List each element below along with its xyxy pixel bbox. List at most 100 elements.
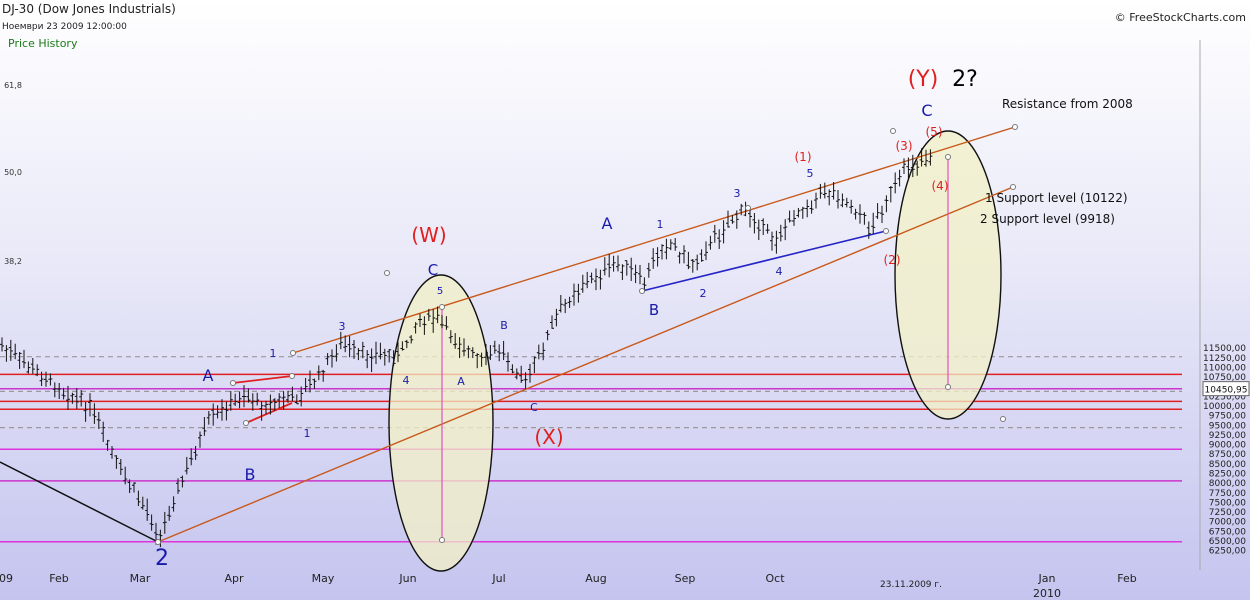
y-tick-label: 9250,00 — [1209, 431, 1246, 441]
fib-label: 61,8 — [4, 81, 22, 90]
red-trend-line — [232, 375, 293, 384]
annotation-label: 5 — [437, 286, 443, 297]
y-tick-label: 8750,00 — [1209, 450, 1246, 460]
y-tick-label: 11250,00 — [1203, 354, 1246, 364]
cursor-date-label: 23.11.2009 г. — [880, 580, 942, 590]
handle-dot — [230, 380, 236, 386]
annotation-label: B — [245, 465, 256, 484]
handle-dot — [890, 128, 896, 134]
annotation-label: B — [649, 301, 659, 319]
y-tick-label: 8500,00 — [1209, 460, 1246, 470]
x-tick-label: Jun — [398, 572, 416, 585]
annotation-label: 4 — [403, 374, 410, 387]
x-year-label: 2010 — [1033, 587, 1061, 600]
handle-dot — [745, 205, 751, 211]
price-history-label[interactable]: Price History — [8, 37, 78, 50]
x-tick-label: Mar — [130, 572, 151, 585]
y-tick-label: 6500,00 — [1209, 537, 1246, 547]
handle-dot — [155, 539, 161, 545]
annotation-label: 2 — [700, 287, 707, 300]
handle-dot — [243, 420, 249, 426]
x-tick-label: 09 — [0, 572, 13, 585]
handle-dot — [639, 288, 645, 294]
x-tick-label: Aug — [585, 572, 606, 585]
handle-dot — [439, 304, 445, 310]
annotation-label: 4 — [776, 265, 783, 278]
y-tick-label: 11000,00 — [1203, 363, 1246, 373]
annotation-label: (5) — [926, 125, 943, 139]
chart-datetime: Ноември 23 2009 12:00:00 — [2, 22, 127, 32]
annotation-label: 1 — [270, 347, 277, 360]
x-tick-label: May — [312, 572, 335, 585]
y-tick-label: 9000,00 — [1209, 441, 1246, 451]
y-tick-label: 7000,00 — [1209, 518, 1246, 528]
annotation-label: C — [428, 261, 438, 279]
y-tick-label: 6250,00 — [1209, 547, 1246, 557]
fib-label: 38,2 — [4, 257, 22, 266]
handle-dot — [1012, 124, 1018, 130]
annotation-label: Resistance from 2008 — [1002, 97, 1133, 111]
annotation-label: (2) — [884, 253, 901, 267]
x-tick-label: Sep — [675, 572, 696, 585]
annotation-label: (3) — [896, 139, 913, 153]
annotation-label: B — [500, 319, 508, 332]
annotation-label: C — [530, 401, 538, 414]
x-tick-label: Jan — [1038, 572, 1056, 585]
y-tick-label: 7750,00 — [1209, 489, 1246, 499]
last-price-label: 10450,95 — [1205, 386, 1248, 396]
annotation-label: 3 — [734, 187, 741, 200]
last-price-box — [1202, 381, 1250, 397]
annotation-label: (Y) — [908, 67, 939, 92]
handle-dot — [883, 228, 889, 234]
annotation-label: C — [921, 101, 932, 120]
y-tick-label: 10000,00 — [1203, 402, 1246, 412]
y-tick-label: 9750,00 — [1209, 412, 1246, 422]
handle-dot — [290, 350, 296, 356]
instrument-title: DJ-30 (Dow Jones Industrials) — [2, 2, 176, 16]
red-trend-line — [245, 402, 293, 424]
y-tick-label: 11500,00 — [1203, 344, 1246, 354]
annotation-label: (1) — [795, 150, 812, 164]
annotation-label: 3 — [339, 320, 346, 333]
annotation-label: A — [602, 214, 613, 233]
annotation-label: (4) — [932, 179, 949, 193]
y-tick-label: 6750,00 — [1209, 527, 1246, 537]
y-tick-label: 10750,00 — [1203, 373, 1246, 383]
handle-dot — [945, 154, 951, 160]
watermark: © FreeStockCharts.com — [1115, 11, 1246, 24]
upper-channel-line — [292, 126, 1016, 354]
handle-dot — [945, 384, 951, 390]
x-tick-label: Jul — [491, 572, 505, 585]
y-tick-label: 7250,00 — [1209, 508, 1246, 518]
handle-dot — [384, 270, 390, 276]
lower-channel-line — [157, 186, 1014, 543]
handle-dot — [439, 537, 445, 543]
annotation-label: A — [457, 375, 465, 388]
handle-dot — [289, 373, 295, 379]
annotation-label: 1 — [304, 427, 311, 440]
y-tick-label: 8000,00 — [1209, 479, 1246, 489]
handle-dot — [1010, 184, 1016, 190]
y-tick-label: 8250,00 — [1209, 470, 1246, 480]
x-tick-label: Oct — [765, 572, 785, 585]
annotation-label: 2 — [155, 546, 169, 571]
annotation-label: 1 — [657, 218, 664, 231]
annotation-label: 1 Support level (10122) — [985, 191, 1128, 205]
y-tick-label: 7500,00 — [1209, 498, 1246, 508]
fib-label: 50,0 — [4, 168, 22, 177]
annotation-label: (X) — [534, 425, 563, 449]
annotation-label: 5 — [807, 167, 814, 180]
trend-line — [0, 461, 159, 543]
x-tick-label: Feb — [49, 572, 68, 585]
x-tick-label: Apr — [224, 572, 244, 585]
annotation-label: (W) — [411, 223, 446, 247]
y-tick-label: 9500,00 — [1209, 421, 1246, 431]
annotation-label: A — [203, 366, 214, 385]
wave-ellipse-w — [388, 274, 494, 572]
x-tick-label: Feb — [1117, 572, 1136, 585]
blue-trend-line — [641, 230, 887, 292]
annotation-label: 2 Support level (9918) — [980, 212, 1115, 226]
